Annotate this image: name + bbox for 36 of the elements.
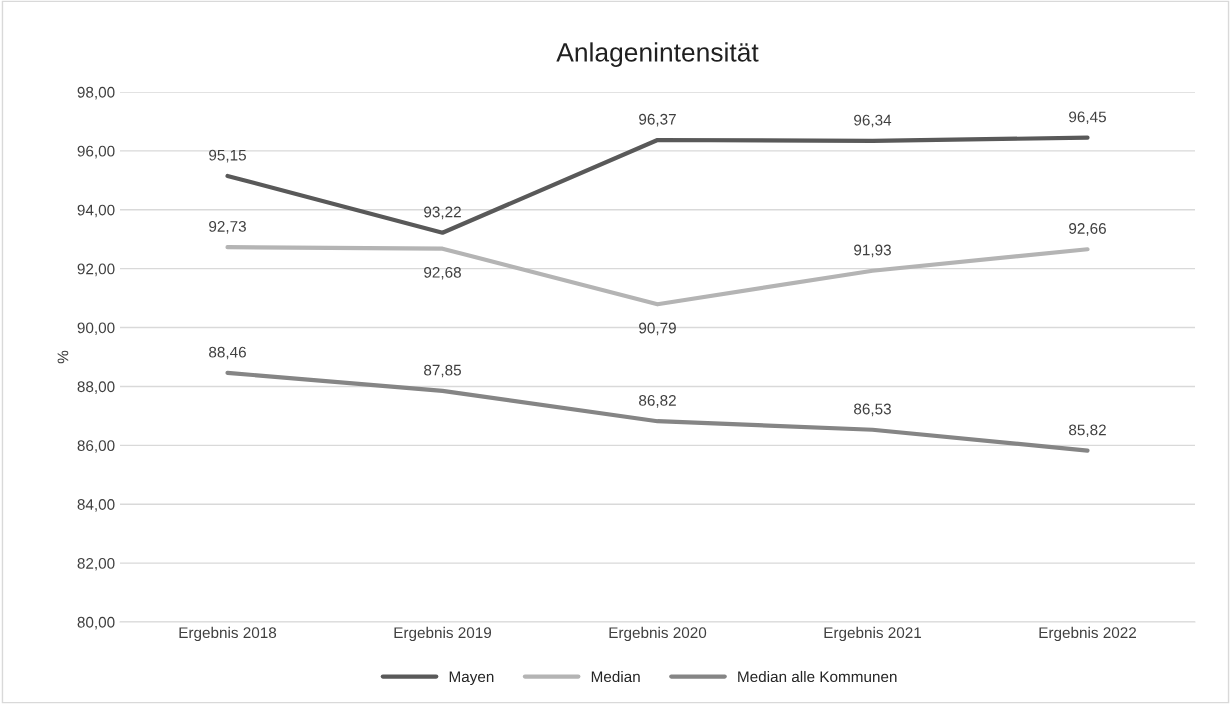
data-label: 95,15	[209, 149, 246, 163]
data-label: 88,46	[209, 346, 246, 360]
legend-label: Mayen	[449, 671, 494, 686]
data-label: 96,45	[1069, 111, 1106, 125]
data-label: 85,82	[1069, 424, 1106, 438]
y-tick-label: 80,00	[77, 616, 115, 630]
legend-label: Median alle Kommunen	[738, 670, 897, 683]
data-label: 96,34	[854, 114, 892, 128]
line-series	[225, 245, 1090, 307]
x-tick-label: Ergebnis 2018	[179, 626, 277, 642]
x-tick-label: Ergebnis 2022	[1039, 626, 1136, 642]
data-label: 93,22	[424, 206, 461, 220]
data-label: 87,85	[424, 364, 461, 378]
y-tick-label: 84,00	[77, 499, 115, 512]
y-tick-label: 88,00	[77, 381, 115, 394]
data-label: 92,73	[209, 221, 246, 234]
data-label: 86,82	[639, 395, 676, 408]
y-tick-label: 90,00	[77, 322, 115, 336]
y-tick-label: 94,00	[77, 204, 115, 218]
y-tick-label: 92,00	[77, 263, 115, 277]
y-axis-title: %	[57, 350, 69, 364]
data-label: 90,79	[639, 322, 676, 336]
data-label: 96,37	[639, 113, 676, 127]
y-tick-label: 96,00	[77, 145, 115, 159]
chart-title: Anlagenintensität	[556, 42, 759, 67]
x-tick-label: Ergebnis 2020	[609, 626, 707, 642]
data-label: 92,66	[1069, 223, 1106, 236]
data-label: 92,68	[424, 266, 461, 280]
y-tick-label: 86,00	[77, 440, 115, 453]
y-tick-label: 98,00	[77, 86, 115, 100]
data-label: 86,53	[854, 403, 891, 417]
x-tick-label: Ergebnis 2019	[394, 626, 492, 642]
legend-label: Median	[591, 670, 640, 683]
y-tick-label: 82,00	[77, 557, 115, 571]
data-label: 91,93	[854, 244, 891, 258]
x-tick-label: Ergebnis 2021	[824, 626, 922, 642]
